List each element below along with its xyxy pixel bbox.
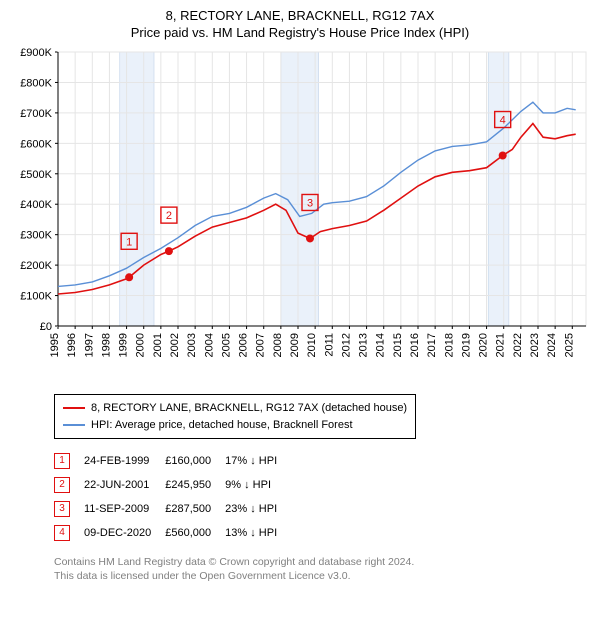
x-tick-label: 2002 [169,333,181,357]
sale-date: 22-JUN-2001 [84,473,165,497]
footer-line-2: This data is licensed under the Open Gov… [54,569,590,583]
sale-n: 2 [54,473,84,497]
sale-n: 1 [54,449,84,473]
x-tick-label: 2007 [255,333,267,357]
x-tick-label: 2011 [323,333,335,357]
sale-n: 4 [54,521,84,545]
footer-line-1: Contains HM Land Registry data © Crown c… [54,555,590,569]
sales-table: 1 24-FEB-1999£160,00017% ↓ HPI 2 22-JUN-200… [54,449,291,545]
y-tick-label: £100K [20,291,52,303]
sale-delta: 23% ↓ HPI [225,497,291,521]
chart-container: 8, RECTORY LANE, BRACKNELL, RG12 7AX Pri… [0,0,600,593]
x-tick-label: 2019 [460,333,472,357]
x-tick-label: 2010 [306,333,318,357]
sale-marker-icon: 2 [54,477,70,493]
x-tick-label: 1998 [100,333,112,357]
sale-price: £287,500 [165,497,225,521]
legend: 8, RECTORY LANE, BRACKNELL, RG12 7AX (de… [54,394,416,439]
y-tick-label: £700K [20,108,52,120]
sale-delta: 17% ↓ HPI [225,449,291,473]
x-tick-label: 2018 [443,333,455,357]
legend-label: HPI: Average price, detached house, Brac… [91,417,353,434]
table-row: 1 24-FEB-1999£160,00017% ↓ HPI [54,449,291,473]
sale-box-label-4: 4 [500,115,506,127]
sale-dot-3 [306,234,314,242]
legend-label: 8, RECTORY LANE, BRACKNELL, RG12 7AX (de… [91,400,407,417]
y-tick-label: £800K [20,77,52,89]
sale-marker-icon: 4 [54,525,70,541]
y-tick-label: £300K [20,230,52,242]
sale-marker-icon: 3 [54,501,70,517]
sale-price: £160,000 [165,449,225,473]
chart-svg: £0 £100K £200K £300K £400K £500K £600K £700K £80… [10,46,590,386]
x-tick-label: 2022 [512,333,524,357]
x-tick-label: 2006 [238,333,250,357]
sale-box-label-3: 3 [307,197,313,209]
x-tick-label: 2012 [340,333,352,357]
x-tick-label: 2021 [495,333,507,357]
y-tick-label: £0 [40,321,52,333]
sale-marker-icon: 1 [54,453,70,469]
table-row: 2 22-JUN-2001£245,9509% ↓ HPI [54,473,291,497]
sale-price: £560,000 [165,521,225,545]
title-sub: Price paid vs. HM Land Registry's House … [10,25,590,40]
x-tick-label: 2020 [478,333,490,357]
x-tick-label: 2000 [135,333,147,357]
footer-note: Contains HM Land Registry data © Crown c… [54,555,590,583]
x-tick-label: 2025 [563,333,575,357]
x-tick-label: 1996 [66,333,78,357]
sale-box-label-2: 2 [166,210,172,222]
table-row: 4 09-DEC-2020£560,00013% ↓ HPI [54,521,291,545]
x-tick-label: 2024 [546,333,558,357]
y-tick-label: £500K [20,169,52,181]
legend-swatch [63,424,85,426]
sale-price: £245,950 [165,473,225,497]
legend-row: HPI: Average price, detached house, Brac… [63,417,407,434]
sale-delta: 9% ↓ HPI [225,473,291,497]
x-tick-label: 1995 [49,333,61,357]
y-tick-label: £900K [20,47,52,59]
x-tick-label: 2009 [289,333,301,357]
x-tick-label: 2013 [358,333,370,357]
y-tick-label: £200K [20,260,52,272]
legend-row: 8, RECTORY LANE, BRACKNELL, RG12 7AX (de… [63,400,407,417]
x-tick-label: 2023 [529,333,541,357]
sale-date: 11-SEP-2009 [84,497,165,521]
sale-dot-4 [499,152,507,160]
title-main: 8, RECTORY LANE, BRACKNELL, RG12 7AX [10,8,590,23]
sale-date: 24-FEB-1999 [84,449,165,473]
x-tick-label: 2001 [152,333,164,357]
table-row: 3 11-SEP-2009£287,50023% ↓ HPI [54,497,291,521]
x-tick-label: 2016 [409,333,421,357]
y-tick-label: £400K [20,199,52,211]
x-tick-label: 2008 [272,333,284,357]
x-tick-label: 2017 [426,333,438,357]
x-tick-label: 2005 [220,333,232,357]
sale-box-label-1: 1 [126,236,132,248]
x-tick-label: 2004 [203,333,215,357]
legend-swatch [63,407,85,409]
chart: £0 £100K £200K £300K £400K £500K £600K £700K £80… [10,46,590,386]
sale-n: 3 [54,497,84,521]
x-tick-label: 2014 [375,333,387,357]
sale-date: 09-DEC-2020 [84,521,165,545]
sale-delta: 13% ↓ HPI [225,521,291,545]
x-tick-label: 1997 [83,333,95,357]
x-tick-label: 2015 [392,333,404,357]
sale-dot-1 [125,273,133,281]
sale-dot-2 [165,247,173,255]
y-tick-label: £600K [20,138,52,150]
x-tick-label: 1999 [118,333,130,357]
x-tick-label: 2003 [186,333,198,357]
title-block: 8, RECTORY LANE, BRACKNELL, RG12 7AX Pri… [10,8,590,40]
